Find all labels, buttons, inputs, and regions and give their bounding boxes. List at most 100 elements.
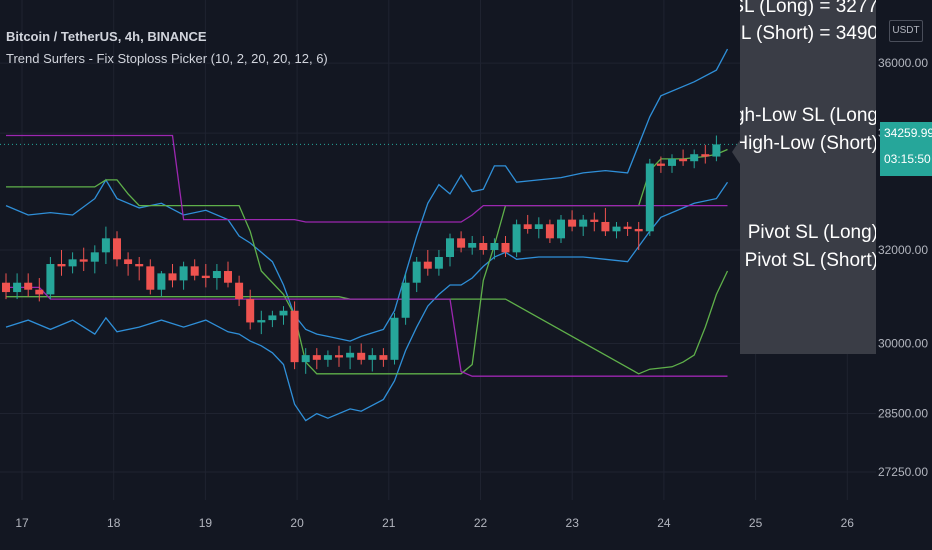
candle-down (679, 158, 688, 162)
candle-up (668, 158, 676, 166)
candle-down (79, 259, 88, 262)
candle-down (124, 259, 133, 265)
candle-down (634, 228, 643, 232)
candle-down (357, 352, 366, 360)
candle-down (601, 221, 610, 232)
x-tick-label: 18 (107, 516, 121, 530)
candle-up (712, 144, 721, 157)
bar-countdown: 03:15:50 (884, 152, 931, 166)
candle-up (46, 264, 55, 295)
trail-stop-upper-line (6, 148, 728, 375)
candle-down (423, 261, 432, 269)
x-tick-label: 21 (382, 516, 396, 530)
currency-unit-badge[interactable]: USDT (889, 20, 923, 42)
candle-up (323, 355, 332, 360)
candle-down (190, 266, 199, 276)
candle-down (590, 219, 599, 222)
candle-up (557, 219, 565, 239)
candle-up (68, 259, 77, 267)
candle-up (212, 271, 221, 279)
candle-up (401, 282, 410, 318)
candle-up (368, 355, 377, 360)
lower-band-line (5, 181, 729, 422)
y-tick-label: 36000.00 (878, 56, 928, 70)
price-axis[interactable] (876, 0, 932, 550)
candle-down (290, 310, 299, 363)
candle-down (523, 224, 532, 229)
pivot-sl-long-label: Pivot SL (Long) (747, 222, 878, 243)
candle-up (690, 154, 699, 162)
candle-up (434, 257, 443, 269)
indicator-legend[interactable]: Trend Surfers - Fix Stoploss Picker (10,… (6, 51, 328, 66)
atr-sl-long-label: ATR SL (Long) = 3277 (740, 0, 878, 17)
panel-pointer (732, 140, 740, 164)
candle-up (412, 261, 421, 283)
last-price-tag: 34259.99 03:15:50 (880, 122, 932, 176)
candle-down (479, 242, 488, 250)
candle-down (623, 226, 632, 229)
x-tick-label: 26 (841, 516, 855, 530)
candle-down (335, 355, 343, 358)
candle-up (268, 315, 277, 321)
x-tick-label: 22 (474, 516, 488, 530)
candle-down (113, 238, 121, 260)
candle-up (579, 219, 588, 227)
pivot-sl-short-label: Pivot SL (Short) (744, 250, 878, 271)
x-tick-label: 19 (199, 516, 213, 530)
candle-up (90, 252, 99, 262)
candle-down (57, 264, 66, 267)
y-tick-label: 30000.00 (878, 336, 928, 350)
x-tick-label: 17 (15, 516, 29, 530)
chart-title: Bitcoin / TetherUS, 4h, BINANCE (6, 29, 207, 44)
candle-up (257, 320, 266, 323)
candle-up (179, 266, 188, 281)
pivot-resistance-line (6, 134, 728, 223)
candle-down (457, 238, 466, 248)
candle-up (534, 224, 543, 229)
last-price-value: 34259.99 (884, 126, 932, 140)
candle-up (446, 238, 454, 258)
candle-down (2, 282, 10, 293)
candle-up (346, 352, 355, 358)
candle-down (246, 299, 255, 323)
candle-up (612, 226, 621, 232)
candle-up (279, 310, 288, 316)
y-tick-label: 28500.00 (878, 407, 928, 421)
candle-down (545, 224, 554, 239)
stoploss-info-panel: ATR SL (Long) = 3277 ATR SL (Short) = 34… (740, 0, 890, 354)
candle-down (35, 289, 44, 295)
candle-up (157, 273, 166, 290)
candle-up (468, 242, 477, 248)
x-tick-label: 25 (749, 516, 763, 530)
y-tick-label: 27250.00 (878, 465, 928, 479)
candle-up (390, 317, 399, 360)
candle-up (645, 163, 654, 232)
candle-down (656, 163, 665, 166)
candle-down (312, 355, 321, 360)
atr-sl-short-label: ATR SL (Short) = 3490 (740, 23, 878, 44)
candle-up (13, 282, 22, 293)
y-tick-label: 32000.00 (878, 243, 928, 257)
candle-up (490, 242, 499, 250)
candle-down (701, 154, 710, 157)
candle-down (146, 266, 155, 290)
x-tick-label: 24 (657, 516, 671, 530)
x-tick-label: 23 (566, 516, 580, 530)
x-tick-label: 20 (290, 516, 304, 530)
candle-down (224, 271, 232, 283)
candle-down (568, 219, 577, 227)
candle-up (301, 355, 310, 363)
high-low-sl-long-label: High-Low SL (Long (740, 105, 878, 126)
candle-down (379, 355, 388, 360)
candle-up (101, 238, 110, 253)
candle-down (24, 282, 33, 290)
candle-down (168, 273, 177, 281)
candle-down (135, 264, 144, 267)
candle-up (512, 224, 521, 253)
candle-down (501, 242, 510, 253)
high-low-sl-short-label: High-Low (Short) (740, 133, 878, 154)
candle-down (235, 282, 244, 300)
